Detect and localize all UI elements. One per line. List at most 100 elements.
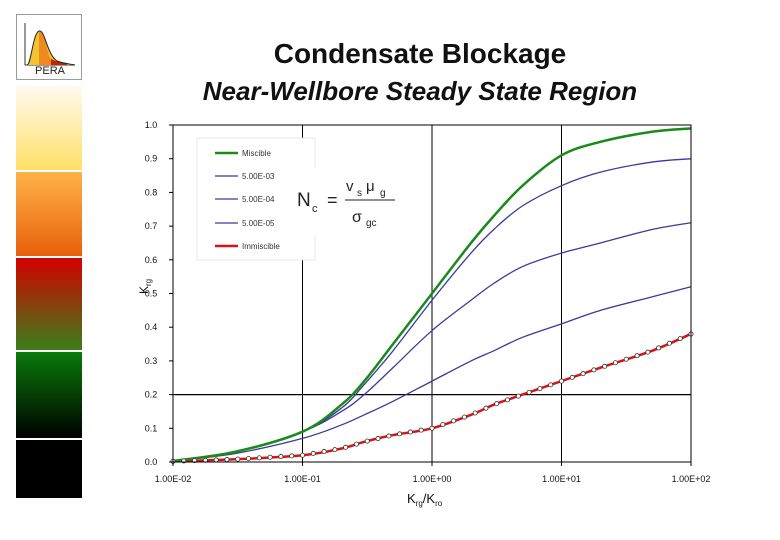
- immiscible-point-46: [666, 340, 672, 346]
- immiscible-point-37: [569, 374, 575, 380]
- y-tick-label-8: 0.8: [145, 187, 158, 197]
- x-tick-label-4: 1.00E+02: [672, 474, 711, 484]
- legend-label-5e-3: 5.00E-03: [242, 172, 275, 181]
- y-tick-label-0: 0.0: [145, 457, 158, 467]
- immiscible-point-22: [407, 429, 413, 435]
- x-axis-label-main: K: [407, 491, 416, 506]
- formula-mu: μ: [366, 178, 375, 195]
- immiscible-point-19: [375, 436, 381, 442]
- x-axis-label-sub2: ro: [435, 499, 443, 508]
- immiscible-point-41: [612, 360, 618, 366]
- immiscible-point-15: [332, 447, 338, 453]
- x-tick-label-3: 1.00E+01: [542, 474, 581, 484]
- immiscible-point-8: [256, 455, 262, 461]
- y-tick-label-6: 0.6: [145, 255, 158, 265]
- y-tick-label-4: 0.4: [145, 322, 158, 332]
- formula-v: v: [346, 178, 354, 195]
- x-tick-label-2: 1.00E+00: [413, 474, 452, 484]
- immiscible-point-47: [677, 336, 683, 342]
- x-axis-label-mid: /K: [423, 491, 436, 506]
- formula-s: s: [357, 188, 362, 199]
- immiscible-point-12: [299, 452, 305, 458]
- x-tick-label-0: 1.00E-02: [155, 474, 192, 484]
- formula-n: N: [297, 190, 311, 211]
- page-subtitle: Near-Wellbore Steady State Region: [202, 76, 638, 106]
- formula-eq: =: [327, 190, 338, 210]
- immiscible-point-27: [461, 414, 467, 420]
- immiscible-point-35: [548, 382, 554, 388]
- immiscible-point-42: [623, 356, 629, 362]
- immiscible-point-33: [526, 389, 532, 395]
- immiscible-point-38: [580, 371, 586, 377]
- immiscible-point-24: [429, 425, 435, 431]
- formula-box: [290, 168, 408, 236]
- immiscible-point-14: [321, 449, 327, 455]
- immiscible-point-11: [289, 453, 295, 459]
- y-axis-ticks: 0.0 0.1 0.2 0.3 0.4 0.5 0.6 0.7 0.8 0.9 1.0: [145, 120, 173, 467]
- immiscible-point-36: [559, 378, 565, 384]
- immiscible-point-34: [537, 386, 543, 392]
- immiscible-point-21: [397, 431, 403, 437]
- y-tick-label-10: 1.0: [145, 120, 158, 130]
- y-tick-label-7: 0.7: [145, 221, 158, 231]
- immiscible-point-23: [418, 427, 424, 433]
- immiscible-point-18: [364, 438, 370, 444]
- immiscible-point-26: [451, 418, 457, 424]
- immiscible-point-31: [505, 397, 511, 403]
- immiscible-point-9: [267, 454, 273, 460]
- capillary-number-formula: N c = v s μ g σ gc: [290, 168, 408, 236]
- sidebar: PERA: [0, 0, 92, 540]
- immiscible-point-6: [235, 456, 241, 462]
- distribution-curve-icon: [24, 23, 76, 66]
- immiscible-point-32: [515, 393, 521, 399]
- immiscible-point-7: [246, 455, 252, 461]
- series-line-5-00e-05: [172, 286, 692, 462]
- immiscible-point-30: [494, 401, 500, 407]
- immiscible-point-29: [483, 405, 489, 411]
- immiscible-point-25: [440, 422, 446, 428]
- immiscible-point-13: [310, 450, 316, 456]
- formula-c: c: [312, 203, 318, 215]
- x-axis-ticks: 1.00E-02 1.00E-01 1.00E+00 1.00E+01 1.00E+02: [155, 462, 711, 484]
- immiscible-point-5: [224, 457, 230, 463]
- immiscible-point-16: [343, 444, 349, 450]
- y-axis-label: Krg: [137, 279, 153, 294]
- orange-block: [16, 172, 82, 256]
- formula-sigma: σ: [352, 209, 362, 226]
- legend-label-5e-4: 5.00E-04: [242, 195, 275, 204]
- legend-label-5e-5: 5.00E-05: [242, 219, 275, 228]
- y-tick-label-9: 0.9: [145, 154, 158, 164]
- immiscible-point-43: [634, 353, 640, 359]
- series-line-miscible: [172, 127, 692, 463]
- green-block: [16, 352, 82, 438]
- yellow-block: [16, 86, 82, 170]
- y-tick-label-1: 0.1: [145, 423, 158, 433]
- legend-label-immiscible: Immiscible: [242, 242, 280, 251]
- formula-gc: gc: [366, 218, 377, 229]
- red-block: [16, 258, 82, 350]
- immiscible-point-4: [213, 457, 219, 463]
- x-tick-label-1: 1.00E-01: [284, 474, 321, 484]
- black-block: [16, 440, 82, 498]
- immiscible-point-20: [386, 433, 392, 439]
- page-title: Condensate Blockage: [273, 38, 567, 69]
- y-tick-label-3: 0.3: [145, 356, 158, 366]
- y-axis-label-sub: rg: [144, 279, 153, 286]
- legend-label-miscible: Miscible: [242, 149, 271, 158]
- immiscible-point-28: [472, 410, 478, 416]
- logo: PERA: [16, 14, 82, 80]
- markers: [170, 331, 694, 464]
- formula-g: g: [380, 188, 386, 199]
- immiscible-point-10: [278, 454, 284, 460]
- y-axis-label-main: K: [137, 286, 151, 294]
- immiscible-point-39: [591, 367, 597, 373]
- immiscible-point-40: [602, 363, 608, 369]
- immiscible-point-17: [353, 441, 359, 447]
- x-axis-label-sub1: rg: [416, 499, 423, 508]
- immiscible-point-45: [656, 345, 662, 351]
- logo-text: PERA: [35, 65, 65, 77]
- y-tick-label-5: 0.5: [145, 289, 158, 299]
- y-tick-label-2: 0.2: [145, 390, 158, 400]
- x-axis-label: Krg/Kro: [407, 491, 443, 508]
